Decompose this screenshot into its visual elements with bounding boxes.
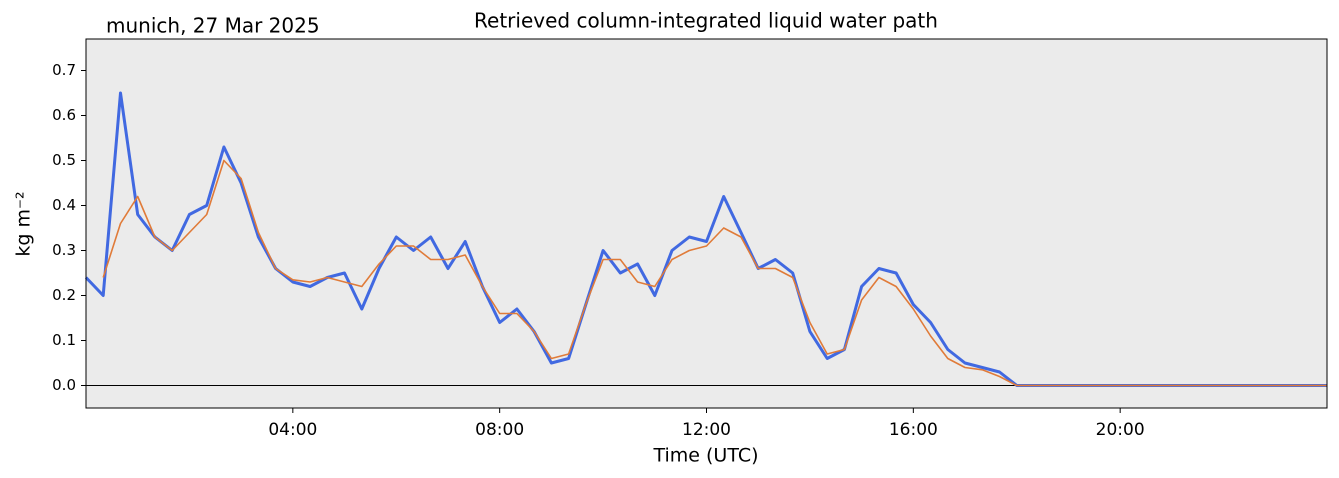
y-axis-label: kg m⁻² [13, 191, 35, 256]
x-tick-label: 16:00 [889, 420, 938, 440]
y-tick-label: 0.5 [52, 151, 76, 169]
chart-subtitle: munich, 27 Mar 2025 [106, 14, 320, 38]
plot-area [86, 39, 1327, 408]
y-tick-label: 0.2 [52, 286, 76, 304]
y-tick-label: 0.1 [52, 331, 76, 349]
x-tick-label: 20:00 [1096, 420, 1145, 440]
series-line [102, 159, 1327, 387]
x-tick-label: 04:00 [268, 420, 317, 440]
y-tick-label: 0.3 [52, 241, 76, 259]
x-axis-label: Time (UTC) [652, 445, 758, 467]
x-tick-label: 08:00 [475, 420, 524, 440]
y-tick-label: 0.6 [52, 106, 76, 124]
chart-title: Retrieved column-integrated liquid water… [474, 9, 938, 33]
x-tick-label: 12:00 [682, 420, 731, 440]
y-tick-label: 0.0 [52, 376, 76, 394]
y-tick-label: 0.7 [52, 61, 76, 79]
y-tick-label: 0.4 [52, 196, 76, 214]
